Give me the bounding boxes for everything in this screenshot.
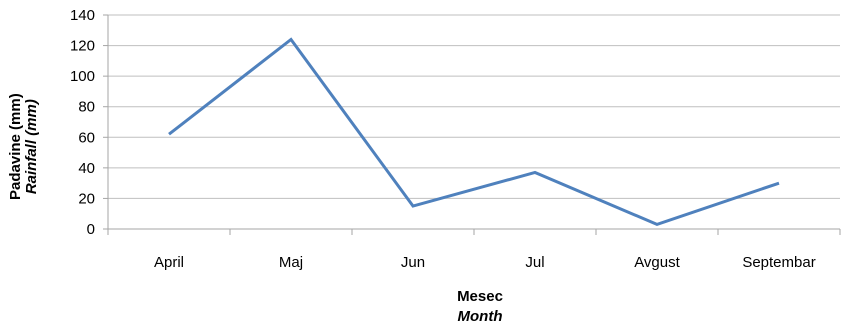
x-tick-labels: April Maj Jun Jul Avgust Septembar	[154, 254, 816, 271]
y-tick-label: 140	[70, 7, 95, 24]
x-tick-label: April	[154, 254, 184, 271]
series-group	[168, 37, 780, 227]
x-tick-label: Jul	[525, 254, 544, 271]
x-tick-label: Jun	[401, 254, 425, 271]
y-axis-title-line2: Rainfall (mm)	[23, 99, 40, 195]
y-tick-label: 60	[78, 129, 95, 146]
series-line	[168, 37, 780, 227]
y-tick-labels: 0 20 40 60 80 100 120 140	[70, 7, 95, 238]
y-axis-title-line1: Padavine (mm)	[7, 93, 24, 200]
x-tick-label: Maj	[279, 254, 303, 271]
x-axis-title-line1: Mesec	[457, 288, 503, 305]
y-tick-label: 20	[78, 190, 95, 207]
y-tick-label: 0	[87, 221, 95, 238]
x-axis-title-line2: Month	[457, 308, 503, 325]
y-tick-label: 80	[78, 99, 95, 116]
x-tick-label: Avgust	[634, 254, 680, 271]
y-tick-label: 40	[78, 160, 95, 177]
x-axis-title: Mesec Month	[380, 287, 580, 327]
x-tick-label: Septembar	[742, 254, 815, 271]
gridlines	[108, 14, 840, 199]
axes	[103, 14, 841, 235]
y-tick-label: 120	[70, 38, 95, 55]
y-tick-label: 100	[70, 68, 95, 85]
